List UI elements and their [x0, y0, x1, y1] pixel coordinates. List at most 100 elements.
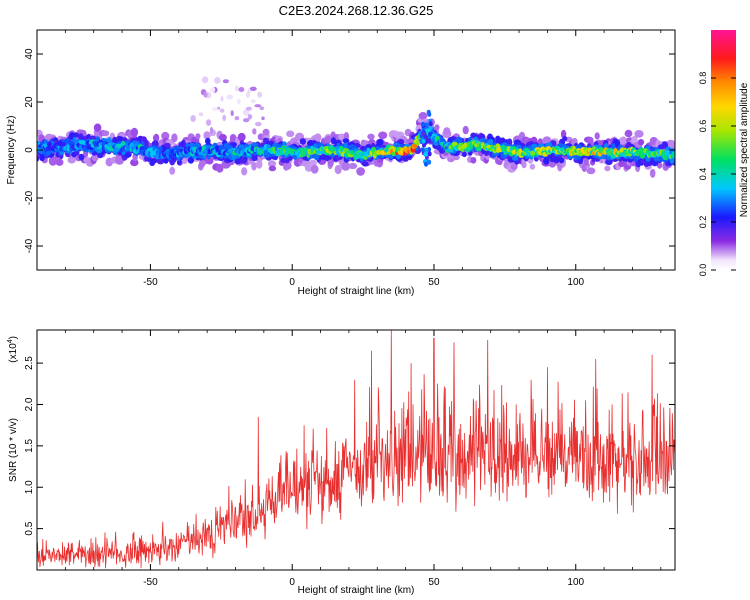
spectrogram-cell — [115, 156, 124, 165]
spectrogram-cell — [286, 130, 295, 138]
spectrogram-cell — [602, 155, 607, 160]
spectrogram-cell — [455, 136, 463, 144]
spectrogram-cell — [338, 133, 346, 141]
spectrogram-cell — [543, 156, 550, 165]
spectrogram-cell — [624, 129, 633, 138]
spectrogram-cell — [246, 110, 250, 115]
spectrogram-cell — [634, 130, 644, 138]
colorbar-tick-label: 0.4 — [698, 168, 708, 181]
spectrogram-cell — [143, 139, 149, 148]
spectrogram-cell — [427, 151, 432, 157]
spectrogram-cell — [252, 128, 257, 135]
snr-x-label: Height of straight line (km) — [298, 585, 415, 596]
y-tick-label: 0 — [24, 147, 35, 153]
spectrogram-cell — [669, 158, 675, 164]
spectrogram-cell — [327, 157, 334, 167]
spectrogram-cell — [203, 91, 208, 98]
spectrogram-cell — [586, 167, 596, 175]
spectrogram-cell — [287, 155, 293, 161]
colorbar-ticks: 0.0 0.2 0.4 0.6 0.8 — [698, 72, 736, 276]
spectrogram-cell — [331, 137, 336, 145]
spectrogram-cell — [436, 135, 440, 141]
spectrogram-cell — [314, 133, 322, 142]
spectrogram-cell — [203, 131, 211, 140]
spectrogram-cell — [234, 85, 239, 92]
spectrogram-cell — [256, 159, 263, 169]
spectrogram-cell — [90, 135, 97, 141]
spectrogram-cell — [164, 142, 171, 148]
spectrogram-cell — [267, 160, 277, 168]
spectrogram-cell — [259, 106, 265, 111]
spectrogram-cell — [72, 132, 79, 138]
chart-title: C2E3.2024.268.12.36.G25 — [279, 3, 434, 18]
spectrogram-cell — [282, 141, 287, 147]
spectrogram-cell — [169, 166, 176, 175]
spectrogram-cell — [198, 112, 204, 117]
y-tick-label: 2.0 — [24, 397, 35, 411]
spectrogram-cell — [418, 112, 428, 120]
spectrogram-cell — [434, 124, 440, 131]
spectrogram-cell — [426, 109, 431, 115]
colorbar-tick-label: 0.2 — [698, 216, 708, 229]
spectrogram-cell — [237, 98, 241, 105]
spectrogram-cell — [217, 106, 221, 110]
spectrogram-cell — [324, 135, 332, 144]
spectrogram-cell — [254, 104, 262, 108]
spectrogram-cell — [246, 91, 250, 98]
spectrogram-cell — [249, 86, 257, 92]
x-tick-label: 100 — [567, 577, 584, 588]
spectrogram-cell — [512, 156, 519, 161]
x-tick-label: 50 — [428, 277, 440, 288]
spectrogram-cell — [542, 147, 547, 152]
spectrogram-cell — [334, 164, 342, 175]
spectrogram-cell — [222, 114, 227, 122]
spectrogram-cell — [91, 153, 99, 162]
spectrogram-cell — [55, 158, 64, 166]
spectrogram-cell — [143, 145, 149, 150]
spectrogram-cell — [356, 167, 365, 176]
spectrogram-cell — [529, 163, 536, 170]
snr-panel: -50 0 50 100 0.5 1.0 1.5 2.0 2.5 Height of stra… — [7, 329, 676, 596]
spectrogram-cell — [201, 76, 209, 84]
spectrogram-cell — [397, 138, 405, 145]
spectrogram-cell — [219, 108, 225, 113]
y-tick-label: -40 — [24, 238, 35, 253]
svg-text:(x104): (x104) — [7, 336, 19, 363]
spectrogram-cell — [153, 133, 160, 142]
spectrogram-cell — [209, 87, 216, 93]
spectrogram-cell — [637, 139, 645, 146]
spectrogram-cell — [666, 139, 675, 148]
colorbar-label: Normalized spectral amplitude — [739, 82, 750, 217]
spectrogram-cell — [422, 142, 426, 148]
spectrogram-cell — [254, 121, 262, 127]
snr-y-ticks: 0.5 1.0 1.5 2.0 2.5 — [24, 356, 675, 536]
spectrogram-cell — [611, 143, 616, 150]
spectrogram-cell — [606, 154, 611, 161]
spectrogram-cell — [348, 162, 358, 170]
spectrogram-cell — [416, 140, 420, 146]
spectrogram-cell — [209, 126, 214, 134]
spectrogram-cell — [39, 154, 45, 162]
colorbar-tick-label: 0.6 — [698, 120, 708, 133]
spectrogram-cell — [206, 119, 212, 126]
spectrogram-cell — [310, 164, 319, 174]
spectrogram-cell — [558, 157, 565, 164]
spectrogram-cell — [243, 118, 250, 123]
spectrogram-x-ticks: -50 0 50 100 — [36, 30, 662, 288]
spectrogram-cell — [262, 128, 270, 136]
spectrogram-cell — [378, 131, 388, 140]
spectrogram-cell — [251, 161, 257, 171]
y-tick-label: 2.5 — [24, 356, 35, 370]
spectrogram-cell — [361, 161, 369, 167]
y-tick-label: 40 — [24, 48, 35, 60]
spectrogram-cell — [443, 127, 451, 135]
x-tick-label: 100 — [567, 277, 584, 288]
spectrogram-cell — [139, 146, 145, 151]
spectrogram-cell — [129, 142, 134, 148]
spectrogram-cell — [341, 161, 351, 171]
spectrogram-cell — [618, 160, 626, 168]
spectrogram-cell — [420, 131, 425, 137]
spectrogram-cell — [48, 156, 58, 166]
spectrogram-cell — [428, 131, 432, 137]
spectrogram-cell — [250, 145, 255, 152]
